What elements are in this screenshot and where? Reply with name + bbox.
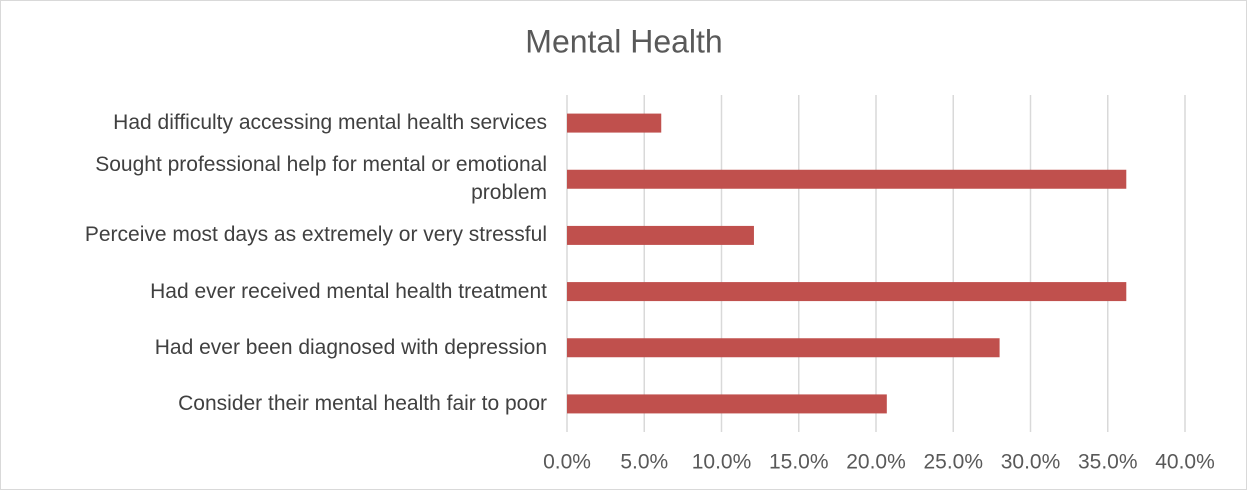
bar <box>567 225 754 245</box>
y-tick-label: Perceive most days as extremely or very … <box>84 223 547 247</box>
bar <box>567 338 1000 358</box>
chart-title: Mental Health <box>525 23 722 59</box>
x-tick-label: 5.0% <box>620 451 668 474</box>
y-tick-label: Sought professional help for mental or e… <box>95 153 547 205</box>
y-tick-label: Consider their mental health fair to poo… <box>178 391 547 415</box>
x-tick-label: 35.0% <box>1078 451 1138 474</box>
bar <box>567 282 1127 302</box>
y-tick-label: Had ever received mental health treatmen… <box>150 279 547 303</box>
y-tick-label: Had difficulty accessing mental health s… <box>113 111 547 135</box>
x-tick-label: 40.0% <box>1155 451 1215 474</box>
x-tick-label: 0.0% <box>543 451 591 474</box>
bar <box>567 394 887 414</box>
x-tick-label: 25.0% <box>923 451 983 474</box>
y-tick-label: Had ever been diagnosed with depression <box>154 335 547 359</box>
x-tick-label: 30.0% <box>1001 451 1061 474</box>
x-tick-label: 10.0% <box>692 451 752 474</box>
bar <box>567 113 662 133</box>
x-tick-label: 15.0% <box>769 451 829 474</box>
x-tick-label: 20.0% <box>846 451 906 474</box>
bar <box>567 169 1127 189</box>
